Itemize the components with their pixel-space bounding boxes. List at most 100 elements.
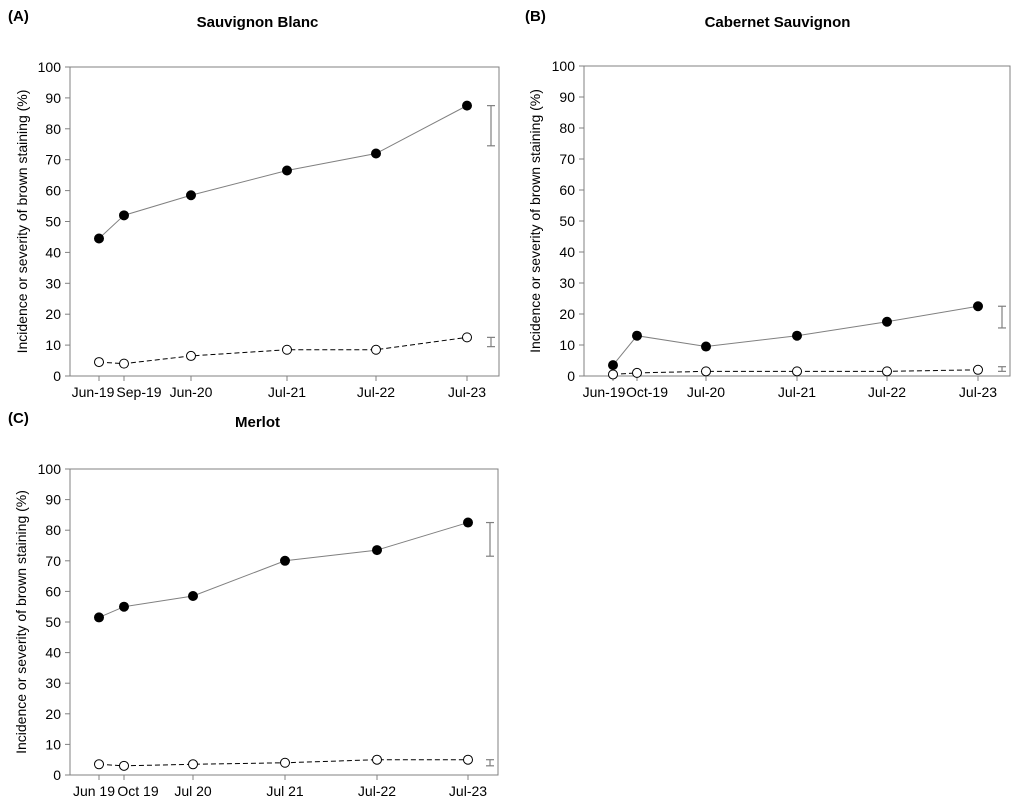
- x-tick-label-b: Oct-19: [626, 384, 668, 400]
- x-tick-label-a: Jul-22: [357, 384, 395, 400]
- x-tick-label-c: Jul 20: [174, 783, 212, 799]
- y-tick-label-b: 90: [559, 89, 575, 105]
- x-tick-label-b: Jun-19: [583, 384, 626, 400]
- data-point-open-b: [608, 369, 618, 380]
- y-axis-label-a: Incidence or severity of brown staining …: [14, 90, 30, 354]
- y-tick-label-c: 0: [53, 767, 61, 783]
- data-point-filled-b: [701, 341, 711, 352]
- y-tick-label-c: 50: [45, 614, 61, 630]
- data-point-filled-a: [94, 233, 104, 244]
- data-point-open-c: [119, 760, 129, 771]
- data-point-open-a: [119, 358, 129, 369]
- data-point-open-b: [882, 366, 892, 377]
- x-tick-label-c: Oct 19: [117, 783, 158, 799]
- chart-merlot: 0 10 20 30 40 50 60 70 80 90 100 Jun 19 Oct 19 Jul 20…: [13, 461, 499, 799]
- y-tick-label-b: 70: [559, 151, 575, 167]
- data-point-filled-c: [463, 517, 473, 528]
- y-tick-label-a: 100: [38, 59, 62, 75]
- x-tick-label-c: Jul 21: [266, 783, 304, 799]
- chart-title-c: Merlot: [235, 414, 280, 431]
- plot-frame-b: [583, 65, 1011, 377]
- data-point-filled-a: [282, 165, 292, 176]
- x-tick-label-a: Jul-23: [448, 384, 486, 400]
- data-point-filled-c: [119, 601, 129, 612]
- data-point-open-b: [792, 366, 802, 377]
- y-tick-label-a: 70: [45, 152, 61, 168]
- y-tick-label-a: 40: [45, 244, 61, 260]
- data-point-open-b: [701, 366, 711, 377]
- x-tick-label-b: Jul-23: [959, 384, 997, 400]
- data-point-filled-c: [372, 545, 382, 556]
- plot-frame-c: [69, 468, 499, 776]
- data-point-filled-a: [119, 210, 129, 221]
- data-point-open-b: [973, 364, 983, 375]
- x-tick-label-c: Jun 19: [73, 783, 115, 799]
- y-tick-label-a: 10: [45, 337, 61, 353]
- x-tick-label-b: Jul-22: [868, 384, 906, 400]
- data-point-filled-c: [188, 590, 198, 601]
- data-point-filled-b: [632, 330, 642, 341]
- data-point-filled-a: [462, 100, 472, 111]
- panel-label-b: (B): [525, 8, 546, 25]
- panel-label-c: (C): [8, 410, 29, 427]
- data-point-filled-b: [882, 316, 892, 327]
- y-tick-label-c: 70: [45, 553, 61, 569]
- data-point-open-a: [371, 344, 381, 355]
- y-tick-label-c: 60: [45, 583, 61, 599]
- data-point-filled-b: [608, 360, 618, 371]
- y-tick-label-a: 90: [45, 90, 61, 106]
- y-tick-label-c: 30: [45, 675, 61, 691]
- data-point-open-a: [94, 357, 104, 368]
- x-tick-label-a: Jun-19: [72, 384, 115, 400]
- y-tick-label-a: 60: [45, 183, 61, 199]
- chart-cabernet-sauvignon: 0 10 20 30 40 50 60 70 80 90 100 Jun-19 Oct-19 Jul-20…: [527, 58, 1011, 400]
- y-tick-label-b: 30: [559, 275, 575, 291]
- data-point-open-c: [94, 759, 104, 770]
- y-tick-label-a: 20: [45, 306, 61, 322]
- y-tick-label-c: 10: [45, 736, 61, 752]
- y-tick-label-a: 30: [45, 275, 61, 291]
- y-tick-label-a: 0: [53, 368, 61, 384]
- data-point-open-c: [372, 754, 382, 765]
- chart-title-b: Cabernet Sauvignon: [704, 14, 851, 31]
- y-tick-label-a: 50: [45, 214, 61, 230]
- data-point-filled-a: [371, 148, 381, 159]
- data-point-open-a: [186, 350, 196, 361]
- y-tick-label-b: 40: [559, 244, 575, 260]
- panel-label-a: (A): [8, 8, 29, 25]
- data-point-filled-c: [280, 555, 290, 566]
- x-tick-label-b: Jul-20: [687, 384, 725, 400]
- data-point-open-c: [188, 759, 198, 770]
- y-tick-label-c: 20: [45, 706, 61, 722]
- y-tick-label-b: 0: [567, 368, 575, 384]
- data-point-filled-b: [792, 330, 802, 341]
- data-point-filled-c: [94, 612, 104, 623]
- x-tick-label-a: Jul-21: [268, 384, 306, 400]
- y-tick-label-b: 10: [559, 337, 575, 353]
- data-point-open-c: [280, 757, 290, 768]
- data-point-open-b: [632, 367, 642, 378]
- y-tick-label-b: 80: [559, 120, 575, 136]
- y-tick-label-a: 80: [45, 121, 61, 137]
- y-tick-label-b: 50: [559, 213, 575, 229]
- y-tick-label-b: 100: [552, 58, 576, 74]
- x-tick-label-a: Sep-19: [116, 384, 161, 400]
- data-point-open-c: [463, 754, 473, 765]
- y-tick-label-c: 100: [38, 461, 62, 477]
- y-tick-label-c: 80: [45, 522, 61, 538]
- y-tick-label-c: 90: [45, 492, 61, 508]
- x-tick-label-c: Jul-23: [449, 783, 487, 799]
- data-point-open-a: [462, 332, 472, 343]
- data-point-open-a: [282, 344, 292, 355]
- chart-title-a: Sauvignon Blanc: [196, 14, 319, 31]
- x-tick-label-a: Jun-20: [170, 384, 213, 400]
- x-tick-label-c: Jul-22: [358, 783, 396, 799]
- series-line-filled-b: [612, 305, 979, 366]
- y-tick-label-b: 60: [559, 182, 575, 198]
- series-line-filled-c: [98, 522, 469, 618]
- data-point-filled-b: [973, 301, 983, 312]
- y-tick-label-b: 20: [559, 306, 575, 322]
- data-point-filled-a: [186, 190, 196, 201]
- chart-sauvignon-blanc: 0 10 20 30 40 50 60 70 80 90 100 Jun-19 Sep-19 Jun-20…: [14, 59, 500, 400]
- y-axis-label-b: Incidence or severity of brown staining …: [527, 89, 543, 353]
